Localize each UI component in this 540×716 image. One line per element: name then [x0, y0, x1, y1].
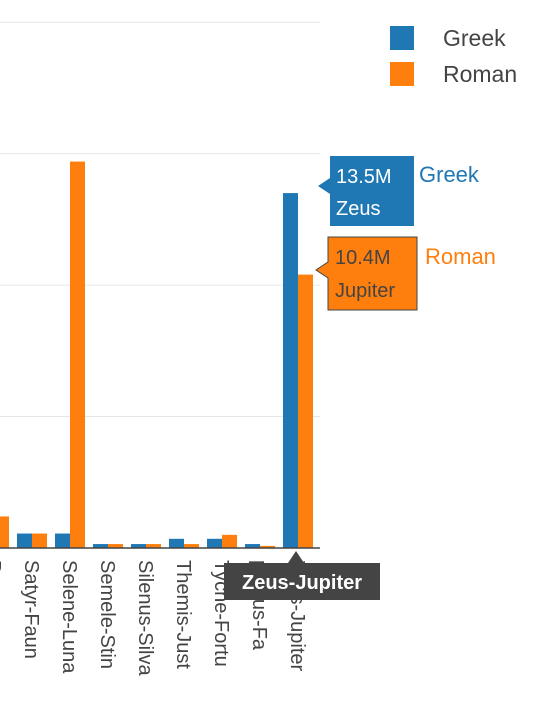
tooltip-series-roman: Roman — [425, 244, 496, 269]
tooltip-box-greek — [318, 156, 414, 226]
x-tick-label-5: Themis-Just — [172, 560, 194, 669]
tooltip-value-greek: 13.5M — [336, 166, 392, 188]
legend-item-roman[interactable]: Roman — [390, 61, 517, 87]
hover-axis-label: Zeus-Jupiter — [224, 551, 380, 600]
legend-swatch-greek — [390, 26, 414, 50]
bar-greek-2[interactable] — [55, 533, 70, 548]
bar-roman-5[interactable] — [184, 544, 199, 548]
legend-label-greek: Greek — [443, 25, 506, 51]
bar-greek-5[interactable] — [169, 538, 184, 548]
x-tick-label-1: Satyr-Faun — [20, 560, 42, 659]
legend-swatch-roman — [390, 62, 414, 86]
tooltip-series-greek: Greek — [419, 162, 480, 187]
axis-label-text: Zeus-Jupiter — [242, 572, 362, 594]
bar-greek-3[interactable] — [93, 544, 108, 548]
tooltip-value-roman: 10.4M — [335, 247, 391, 269]
bar-greek-7[interactable] — [245, 544, 260, 548]
legend-item-greek[interactable]: Greek — [390, 25, 506, 51]
x-tick-label-3: Semele-Stin — [96, 560, 118, 669]
bar-greek-8[interactable] — [283, 193, 298, 548]
legend-label-roman: Roman — [443, 61, 517, 87]
bar-roman-8[interactable] — [298, 274, 313, 548]
hover-tooltip-greek: 13.5M Zeus Greek — [318, 156, 480, 226]
bar-roman-4[interactable] — [146, 544, 161, 548]
bar-roman-2[interactable] — [70, 161, 85, 549]
x-tick-label-0: Pr — [0, 560, 4, 580]
x-tick-label-2: Selene-Luna — [58, 560, 80, 674]
tooltip-box-roman — [315, 236, 418, 311]
hover-tooltip-roman: 10.4M Jupiter Roman — [315, 236, 496, 311]
bar-roman-1[interactable] — [32, 533, 47, 548]
bar-greek-1[interactable] — [17, 533, 32, 548]
bar-greek-6[interactable] — [207, 538, 222, 548]
tooltip-name-greek: Zeus — [336, 198, 380, 220]
bar-greek-4[interactable] — [131, 544, 146, 548]
axis-label-box — [224, 551, 380, 600]
bar-roman-0[interactable] — [0, 516, 9, 548]
x-tick-label-4: Silenus-Silva — [134, 560, 156, 676]
bar-roman-7[interactable] — [260, 545, 275, 548]
bar-roman-3[interactable] — [108, 544, 123, 548]
legend: Greek Roman — [390, 25, 517, 87]
bar-roman-6[interactable] — [222, 534, 237, 548]
tooltip-name-roman: Jupiter — [335, 280, 395, 302]
